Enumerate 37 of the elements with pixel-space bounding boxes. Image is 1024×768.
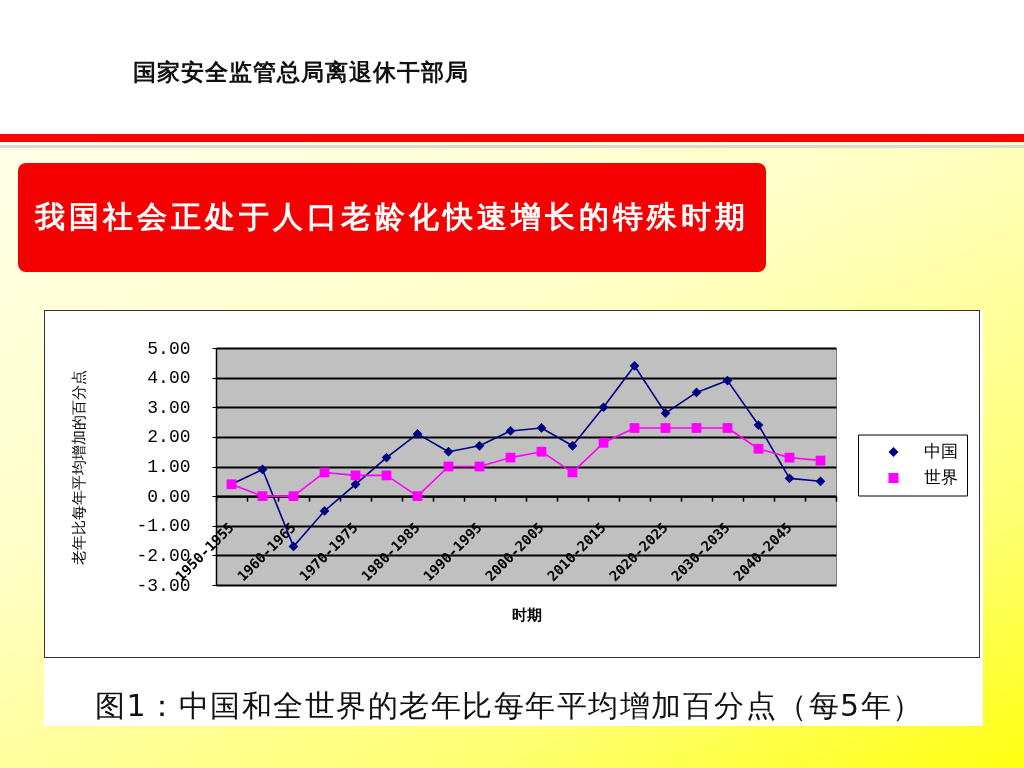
point: [629, 360, 640, 371]
y-tick-label: 2.00: [147, 427, 191, 448]
point: [536, 423, 547, 433]
point: [598, 402, 609, 413]
point: [536, 446, 547, 457]
point: [753, 443, 764, 454]
point: [784, 473, 795, 484]
caption: 图1：中国和全世界的老年比每年平均增加百分点（每5年）: [95, 687, 924, 725]
point: [288, 491, 299, 501]
point: [660, 408, 671, 419]
point: [443, 446, 454, 457]
point: [629, 423, 640, 433]
y-tick-label: 0.00: [147, 486, 191, 507]
point: [474, 440, 485, 451]
point: [691, 423, 702, 433]
point: [722, 423, 733, 433]
point: [660, 423, 671, 433]
point: [598, 437, 609, 448]
point: [412, 429, 423, 439]
y-tick-label: 3.00: [147, 397, 191, 418]
y-tick-label: 1.00: [147, 457, 191, 477]
point: [350, 479, 361, 490]
point: [319, 506, 330, 516]
y-axis-title: 老年比每年平均增加的百分点: [69, 369, 88, 565]
point: [815, 476, 826, 487]
y-tick-label: 5.00: [147, 338, 191, 359]
point: [753, 420, 764, 430]
legend-label: 世界: [924, 467, 958, 487]
legend-label: 中国: [924, 441, 958, 461]
point: [257, 491, 268, 501]
chart-title: 我国社会正处于人口老龄化快速增长的特殊时期: [18, 163, 766, 272]
x-axis-title: 时期: [511, 606, 542, 625]
point: [505, 426, 516, 436]
text: 国家安全监管总局离退休干部局: [133, 58, 469, 87]
point: [567, 440, 578, 451]
y-tick-label: 4.00: [147, 368, 191, 389]
point: [412, 491, 423, 501]
